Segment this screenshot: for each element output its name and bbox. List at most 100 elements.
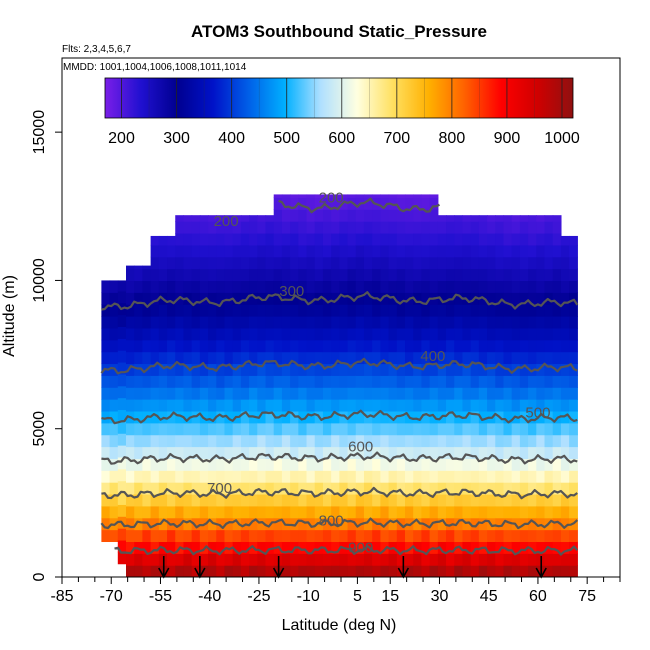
curtain-cell — [216, 244, 226, 258]
curtain-cell — [470, 422, 480, 436]
curtain-cell — [421, 280, 431, 293]
curtain-cell — [298, 280, 308, 293]
curtain-cell — [536, 529, 546, 543]
curtain-cell — [142, 565, 152, 577]
curtain-cell — [363, 351, 373, 365]
curtain-cell — [232, 375, 242, 388]
curtain-cell — [224, 565, 234, 577]
curtain-cell — [421, 553, 431, 566]
curtain-cell — [503, 316, 513, 329]
curtain-cell — [290, 194, 299, 198]
curtain-cell — [339, 197, 349, 210]
curtain-cell — [167, 351, 176, 365]
curtain-cell — [175, 363, 185, 376]
curtain-cell — [470, 221, 480, 234]
curtain-cell — [405, 375, 414, 388]
curtain-cell — [224, 541, 234, 554]
curtain-cell — [355, 565, 365, 577]
curtain-cell — [347, 482, 357, 495]
curtain-cell — [380, 232, 390, 246]
curtain-cell — [216, 221, 226, 234]
curtain-cell — [495, 422, 505, 436]
curtain-cell — [257, 280, 267, 293]
curtain-cell — [519, 565, 529, 577]
curtain-cell — [167, 304, 176, 317]
curtain-cell — [380, 375, 390, 388]
curtain-cell — [249, 434, 258, 448]
curtain-cell — [314, 339, 324, 353]
curtain-cell — [421, 399, 431, 412]
curtain-cell — [191, 387, 201, 400]
curtain-cell — [478, 505, 488, 519]
curtain-cell — [298, 434, 308, 448]
curtain-cell — [199, 256, 209, 270]
curtain-cell — [363, 434, 373, 448]
curtain-cell — [101, 434, 111, 448]
curtain-cell — [199, 268, 209, 282]
curtain-cell — [372, 410, 381, 424]
curtain-cell — [339, 375, 349, 388]
curtain-cell — [454, 434, 464, 448]
curtain-cell — [142, 304, 152, 317]
curtain-cell — [306, 410, 316, 424]
curtain-cell — [150, 292, 160, 305]
curtain-cell — [167, 327, 176, 341]
curtain-cell — [421, 470, 431, 483]
curtain-cell — [232, 339, 242, 353]
curtain-cell — [175, 256, 185, 270]
curtain-cell — [265, 505, 275, 519]
curtain-cell — [544, 434, 554, 448]
x-tick-label: 5 — [353, 588, 362, 605]
curtain-cell — [413, 197, 423, 210]
curtain-cell — [347, 304, 357, 317]
curtain-cell — [478, 280, 488, 293]
curtain-cell — [191, 541, 201, 554]
curtain-cell — [528, 244, 537, 258]
curtain-cell — [134, 339, 144, 353]
curtain-cell — [363, 268, 373, 282]
curtain-cell — [109, 434, 119, 448]
curtain-cell — [199, 363, 209, 376]
curtain-cell — [396, 194, 406, 198]
curtain-cell — [150, 316, 160, 329]
curtain-cell — [478, 387, 488, 400]
curtain-cell — [224, 316, 234, 329]
curtain-cell — [191, 446, 201, 459]
curtain-cell — [331, 446, 340, 459]
curtain-cell — [208, 541, 217, 554]
curtain-cell — [446, 256, 455, 270]
curtain-cell — [331, 194, 340, 198]
curtain-cell — [396, 505, 406, 519]
curtain-cell — [347, 197, 357, 210]
curtain-cell — [478, 410, 488, 424]
curtain-cell — [240, 493, 250, 507]
curtain-cell — [101, 339, 111, 353]
curtain-cell — [142, 339, 152, 353]
curtain-cell — [421, 221, 431, 234]
curtain-cell — [372, 482, 381, 495]
curtain-cell — [314, 387, 324, 400]
curtain-cell — [199, 304, 209, 317]
curtain-cell — [175, 470, 185, 483]
curtain-cell — [134, 505, 144, 519]
curtain-cell — [158, 517, 168, 531]
curtain-cell — [470, 410, 480, 424]
curtain-cell — [437, 399, 447, 412]
curtain-cell — [290, 434, 299, 448]
curtain-cell — [314, 351, 324, 365]
curtain-cell — [429, 209, 439, 222]
curtain-cell — [478, 351, 488, 365]
curtain-cell — [281, 446, 291, 459]
curtain-cell — [519, 215, 529, 222]
curtain-cell — [191, 256, 201, 270]
curtain-cell — [446, 268, 455, 282]
curtain-cell — [429, 399, 439, 412]
curtain-cell — [339, 565, 349, 577]
curtain-cell — [331, 292, 340, 305]
curtain-cell — [429, 351, 439, 365]
curtain-cell — [355, 482, 365, 495]
curtain-cell — [454, 387, 464, 400]
curtain-cell — [511, 493, 521, 507]
curtain-cell — [265, 493, 275, 507]
curtain-cell — [437, 470, 447, 483]
